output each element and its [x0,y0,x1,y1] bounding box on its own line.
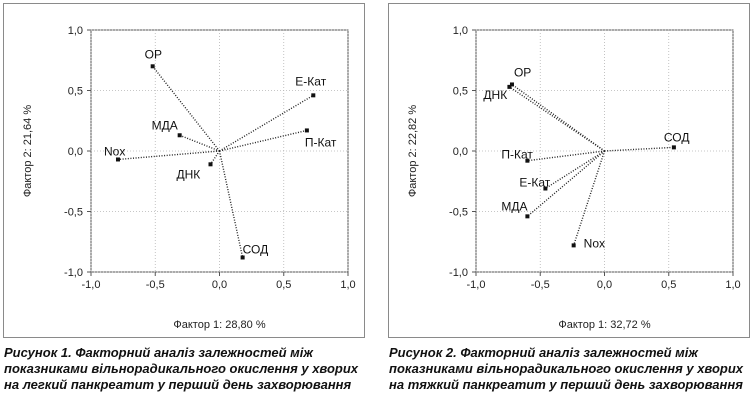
x-tick-label: -1,0 [82,279,101,291]
loading-vector [209,150,221,165]
x-axis-label: Фактор 1: 32,72 % [558,319,650,331]
y-tick-label: -0,5 [449,207,468,219]
point-label: ДНК [177,167,201,181]
caption-label: Рисунок 2. [389,345,457,360]
figure-caption-2: Рисунок 2. Факторний аналіз залежностей … [389,345,749,393]
figure-caption-1: Рисунок 1. Факторний аналіз залежностей … [4,345,364,393]
y-axis-label: Фактор 2: 21,64 % [22,105,34,197]
data-point [150,64,155,69]
point-label: ОР [145,47,162,61]
x-tick-label: 0,0 [212,279,227,291]
data-point [115,157,120,162]
y-tick-label: 0,5 [68,86,83,98]
data-point [543,186,548,191]
data-point [208,162,213,167]
point-label: Е-Кат [295,74,326,88]
x-tick-label: 1,0 [340,279,355,291]
data-point [304,128,309,133]
y-tick-label: -1,0 [64,267,83,279]
loading-vector [179,134,220,152]
y-axis-label: Фактор 2: 22,82 % [407,105,419,197]
y-tick-label: -0,5 [64,207,83,219]
caption-text: Факторний аналіз залежностей між показни… [4,345,359,392]
point-label: Е-Кат [519,176,550,190]
loading-vector [218,150,244,258]
data-point [571,243,576,248]
loading-vector [572,150,606,246]
point-label: П-Кат [305,135,337,149]
y-tick-label: 1,0 [453,25,468,37]
loading-vector [219,94,314,152]
y-tick-label: 0,0 [68,146,83,158]
x-tick-label: 1,0 [725,279,740,291]
loading-vector [604,146,674,152]
point-label: П-Кат [501,148,533,162]
data-point [509,82,514,87]
loading-vector [509,86,605,152]
x-tick-label: 0,5 [276,279,291,291]
y-tick-label: -1,0 [449,267,468,279]
data-point [240,255,245,260]
y-tick-label: 0,5 [453,86,468,98]
y-tick-label: 1,0 [68,25,83,37]
data-point [525,214,530,219]
point-label: ДНК [483,88,507,102]
data-point [507,84,512,89]
point-label: Nox [104,144,125,158]
data-point [525,158,530,163]
loading-vector [511,83,605,152]
point-label: СОД [243,242,269,256]
point-label: МДА [501,199,527,213]
loading-vector [219,129,308,152]
point-label: ОР [514,65,531,79]
point-label: МДА [152,118,178,132]
chart-panel-1: -1,0 -0,5 0,0 0,5 1,0 1,0 0,5 0,0 -0,5 -1,0 Фактор… [3,3,365,338]
loading-vector [527,150,605,162]
x-axis-label: Фактор 1: 28,80 % [173,319,265,331]
point-label: Nox [584,236,605,250]
data-point [671,145,676,150]
data-point [177,133,182,138]
x-tick-label: -0,5 [146,279,165,291]
caption-text: Факторний аналіз залежностей між показни… [389,345,744,392]
caption-label: Рисунок 1. [4,345,72,360]
x-tick-label: -1,0 [467,279,486,291]
factor-chart-1: -1,0 -0,5 0,0 0,5 1,0 1,0 0,5 0,0 -0,5 -1,0 Фактор… [22,25,356,331]
x-tick-label: 0,5 [661,279,676,291]
factor-chart-2: -1,0 -0,5 0,0 0,5 1,0 1,0 0,5 0,0 -0,5 -1,0 Фактор… [407,25,741,331]
point-label: СОД [664,130,690,144]
data-point [311,93,316,98]
x-tick-label: -0,5 [531,279,550,291]
loading-vector [117,150,220,161]
y-tick-label: 0,0 [453,146,468,158]
x-tick-label: 0,0 [597,279,612,291]
chart-panel-2: -1,0 -0,5 0,0 0,5 1,0 1,0 0,5 0,0 -0,5 -1,0 Фактор… [388,3,750,338]
loading-vector [152,65,221,152]
loading-vector [545,150,605,190]
